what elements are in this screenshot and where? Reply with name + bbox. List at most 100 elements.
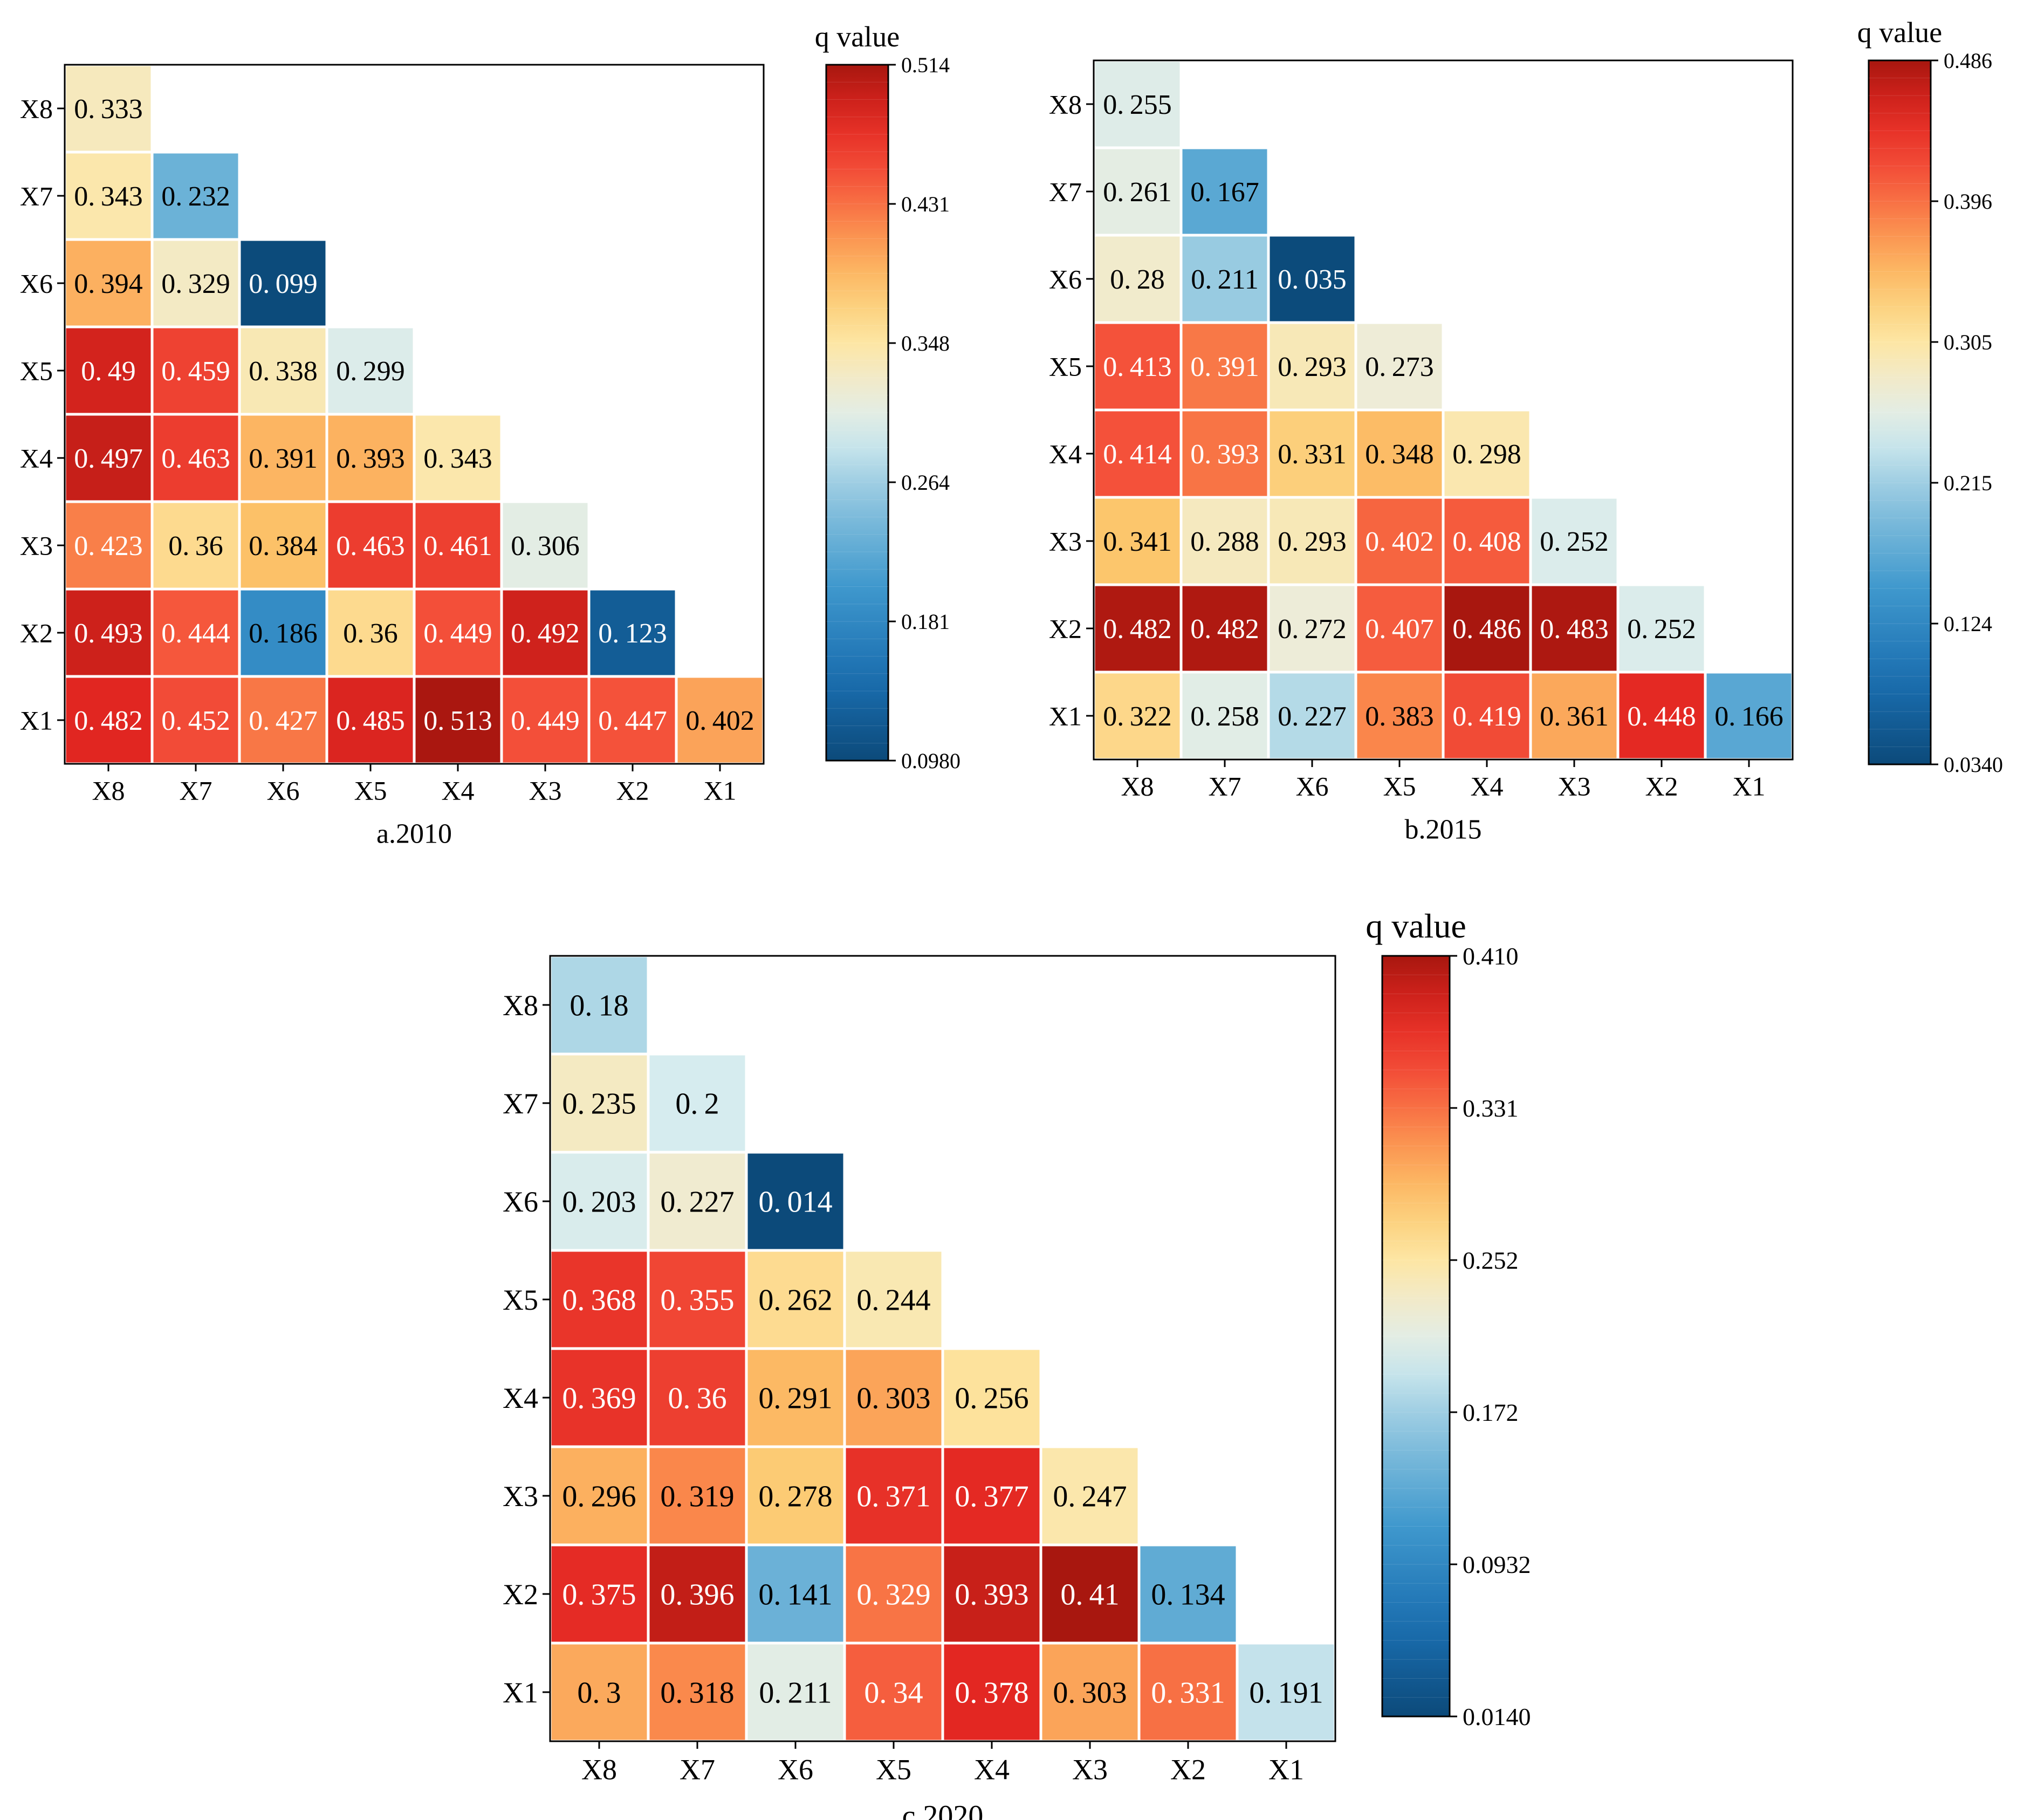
x-tick-label: X4 (441, 776, 474, 806)
heatmap-cell (150, 325, 241, 416)
heatmap-cell (500, 587, 591, 678)
heatmap-cell (150, 500, 241, 591)
cell-value-label: 0. 318 (660, 1677, 734, 1710)
cell-value-label: 0. 134 (1151, 1578, 1225, 1612)
colorbar-tick-label: 0.181 (901, 610, 950, 634)
heatmap-cell (150, 587, 241, 678)
y-tick-label: X4 (503, 1382, 538, 1414)
cell-value-label: 0. 099 (249, 269, 317, 299)
cell-value-label: 0. 34 (864, 1677, 923, 1710)
x-tick-label: X3 (1072, 1754, 1108, 1786)
colorbar-tick-label: 0.410 (1463, 942, 1519, 970)
colorbar-tick-label: 0.124 (1944, 612, 1992, 636)
cell-value-label: 0. 449 (423, 618, 492, 649)
x-tick-label: X7 (179, 776, 212, 806)
cell-value-label: 0. 338 (249, 356, 317, 387)
cell-value-label: 0. 393 (336, 443, 404, 474)
cell-value-label: 0. 449 (511, 706, 579, 736)
cell-value-label: 0. 262 (758, 1284, 832, 1317)
cell-value-label: 0. 343 (423, 443, 492, 474)
x-tick-label: X8 (581, 1754, 617, 1786)
cell-value-label: 0. 166 (1714, 701, 1783, 732)
x-tick-label: X8 (1121, 771, 1154, 802)
cell-value-label: 0. 383 (1365, 701, 1433, 732)
cell-value-label: 0. 378 (955, 1677, 1028, 1710)
cell-value-label: 0. 288 (1190, 526, 1259, 557)
heatmap-cell (1442, 583, 1532, 674)
y-tick-label: X2 (1049, 614, 1082, 644)
heatmap-cell (745, 1347, 846, 1448)
cell-value-label: 0. 486 (1452, 614, 1521, 645)
cell-value-label: 0. 361 (1540, 701, 1608, 732)
colorbar-tick-label: 0.215 (1944, 471, 1992, 495)
x-tick-label: X7 (1208, 771, 1241, 802)
x-tick-label: X2 (1170, 1754, 1206, 1786)
heatmap-cell (1354, 321, 1445, 412)
cell-value-label: 0. 396 (660, 1578, 734, 1612)
cell-value-label: 0. 391 (1190, 352, 1259, 382)
heatmap-cell (647, 1445, 748, 1547)
cell-value-label: 0. 329 (856, 1578, 930, 1612)
cell-value-label: 0. 369 (562, 1382, 636, 1415)
x-tick-label: X7 (680, 1754, 715, 1786)
y-tick-label: X1 (503, 1677, 538, 1709)
cell-value-label: 0. 203 (562, 1186, 636, 1219)
cell-value-label: 0. 459 (161, 356, 230, 387)
cell-value-label: 0. 355 (660, 1284, 734, 1317)
cell-value-label: 0. 482 (74, 706, 142, 736)
cell-value-label: 0. 167 (1190, 177, 1259, 208)
heatmap-cell (63, 675, 154, 765)
colorbar-tick-label: 0.252 (1463, 1247, 1519, 1274)
cell-value-label: 0. 296 (562, 1480, 636, 1514)
cell-value-label: 0. 247 (1053, 1480, 1127, 1514)
x-tick-label: X4 (974, 1754, 1010, 1786)
y-tick-label: X5 (1049, 352, 1082, 382)
cell-value-label: 0. 36 (668, 1382, 726, 1415)
cell-value-label: 0. 493 (74, 618, 142, 649)
y-tick-label: X2 (20, 618, 53, 648)
cell-value-label: 0. 331 (1278, 439, 1346, 470)
y-tick-label: X5 (20, 356, 53, 386)
cell-value-label: 0. 319 (660, 1480, 734, 1514)
cell-value-label: 0. 255 (1103, 90, 1171, 120)
cell-value-label: 0. 322 (1103, 701, 1171, 732)
cell-value-label: 0. 244 (856, 1284, 930, 1317)
x-tick-label: X5 (354, 776, 387, 806)
heatmap-cell (500, 500, 591, 591)
cell-value-label: 0. 348 (1365, 439, 1433, 470)
cell-value-label: 0. 497 (74, 443, 142, 474)
cell-value-label: 0. 414 (1103, 439, 1171, 470)
cell-value-label: 0. 482 (1103, 614, 1171, 645)
cell-value-label: 0. 252 (1540, 526, 1608, 557)
heatmap-cell (843, 1249, 944, 1350)
y-tick-label: X7 (1049, 177, 1082, 207)
y-tick-label: X5 (503, 1284, 538, 1316)
cell-value-label: 0. 298 (1452, 439, 1521, 470)
cell-value-label: 0. 423 (74, 531, 142, 562)
heatmap-cell (1179, 408, 1270, 499)
heatmap-cell (843, 1641, 944, 1743)
heatmap-cell (325, 500, 416, 591)
panel-title: a.2010 (376, 819, 452, 850)
cell-value-label: 0. 3 (577, 1677, 621, 1710)
cell-value-label: 0. 035 (1278, 264, 1346, 295)
cell-value-label: 0. 343 (74, 181, 142, 212)
cell-value-label: 0. 299 (336, 356, 404, 387)
x-tick-label: X3 (529, 776, 561, 806)
panel-title: c.2020 (902, 1800, 984, 1820)
cell-value-label: 0. 407 (1365, 614, 1433, 645)
cell-value-label: 0. 371 (856, 1480, 930, 1514)
cell-value-label: 0. 141 (758, 1578, 832, 1612)
heatmap-cell (647, 1151, 748, 1252)
heatmap-cell (1137, 1543, 1239, 1645)
cell-value-label: 0. 368 (562, 1284, 636, 1317)
x-tick-label: X2 (616, 776, 649, 806)
heatmap-cell (150, 413, 241, 503)
cell-value-label: 0. 256 (955, 1382, 1028, 1415)
heatmap-cell (843, 1543, 944, 1645)
colorbar-tick-label: 0.396 (1944, 189, 1992, 214)
cell-value-label: 0. 191 (1249, 1677, 1323, 1710)
heatmap-cell (1529, 670, 1620, 761)
cell-value-label: 0. 333 (74, 94, 142, 125)
plot-frame (1093, 59, 1794, 761)
